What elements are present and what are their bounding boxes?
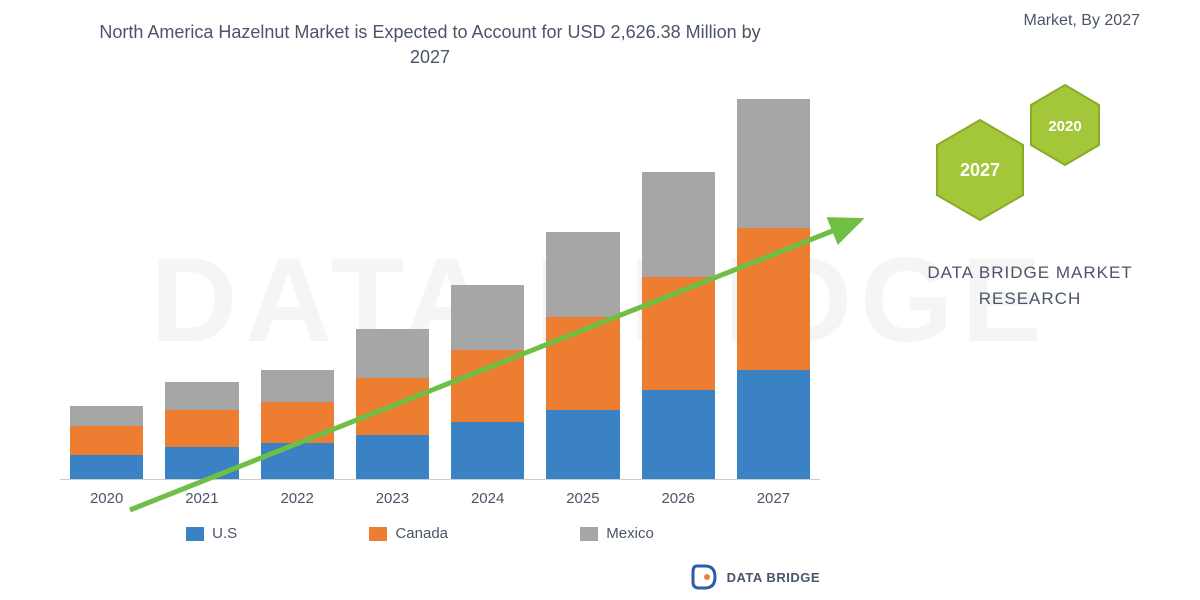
bar-segment-canada xyxy=(451,350,524,423)
bar-segment-canada xyxy=(165,410,238,446)
bar-segment-mexico xyxy=(546,232,619,317)
bar-segment-canada xyxy=(642,277,715,390)
bar-segment-canada xyxy=(261,402,334,442)
x-label: 2025 xyxy=(546,490,619,507)
legend-item: U.S xyxy=(186,525,237,542)
x-label: 2023 xyxy=(356,490,429,507)
chart-title: North America Hazelnut Market is Expecte… xyxy=(80,20,780,70)
bar-segment-us xyxy=(451,422,524,479)
bar-segment-canada xyxy=(546,317,619,410)
bar-group xyxy=(451,285,524,479)
legend-swatch xyxy=(369,527,387,541)
legend-label: U.S xyxy=(212,525,237,542)
footer-logo: DATA BRIDGE xyxy=(691,564,820,590)
x-label: 2026 xyxy=(642,490,715,507)
bar-group xyxy=(165,382,238,479)
legend-item: Mexico xyxy=(580,525,654,542)
bar-segment-canada xyxy=(356,378,429,435)
logo-icon xyxy=(691,564,717,590)
bar-segment-us xyxy=(737,370,810,479)
bar-group xyxy=(546,232,619,479)
bar-segment-us xyxy=(642,390,715,479)
bar-segment-mexico xyxy=(356,329,429,378)
bar-segment-mexico xyxy=(261,370,334,402)
x-label: 2020 xyxy=(70,490,143,507)
bar-group xyxy=(642,172,715,479)
bar-segment-mexico xyxy=(737,99,810,228)
brand-label: DATA BRIDGE MARKET RESEARCH xyxy=(900,260,1160,311)
header-right-label: Market, By 2027 xyxy=(1024,12,1141,30)
svg-text:2027: 2027 xyxy=(960,160,1000,180)
legend-label: Mexico xyxy=(606,525,654,542)
x-axis-labels: 2020 2021 2022 2023 2024 2025 2026 2027 xyxy=(60,490,820,507)
legend-swatch xyxy=(580,527,598,541)
x-label: 2024 xyxy=(451,490,524,507)
legend-label: Canada xyxy=(395,525,448,542)
footer-logo-text: DATA BRIDGE xyxy=(727,570,820,585)
bars-container xyxy=(60,100,820,480)
bar-segment-canada xyxy=(737,228,810,369)
x-label: 2021 xyxy=(165,490,238,507)
legend-item: Canada xyxy=(369,525,448,542)
bar-segment-us xyxy=(165,447,238,479)
bar-segment-mexico xyxy=(70,406,143,426)
svg-text:2020: 2020 xyxy=(1048,118,1081,135)
legend-swatch xyxy=(186,527,204,541)
bar-group xyxy=(261,370,334,479)
hexagon-badges: 2027 2020 xyxy=(890,80,1140,240)
bar-segment-us xyxy=(356,435,429,479)
bar-group xyxy=(70,406,143,479)
bar-segment-mexico xyxy=(642,172,715,277)
bar-segment-canada xyxy=(70,426,143,454)
bar-segment-mexico xyxy=(451,285,524,350)
chart-area xyxy=(60,100,820,480)
x-label: 2022 xyxy=(261,490,334,507)
bar-segment-mexico xyxy=(165,382,238,410)
bar-group xyxy=(356,329,429,479)
legend: U.S Canada Mexico xyxy=(120,525,720,542)
bar-segment-us xyxy=(70,455,143,479)
x-label: 2027 xyxy=(737,490,810,507)
bar-segment-us xyxy=(261,443,334,479)
bar-segment-us xyxy=(546,410,619,479)
bar-group xyxy=(737,99,810,479)
